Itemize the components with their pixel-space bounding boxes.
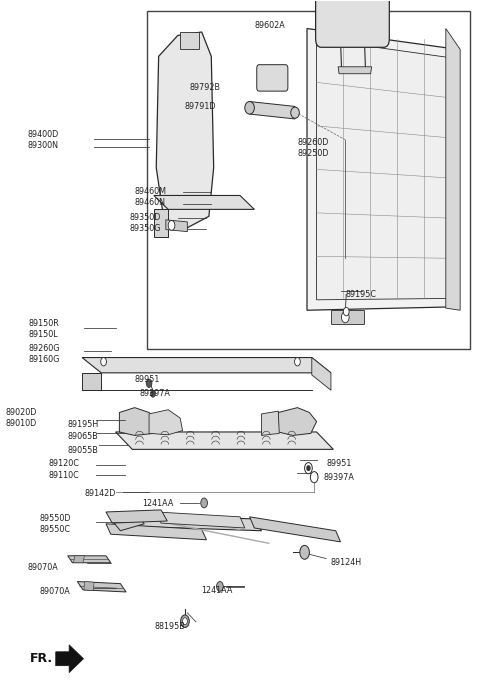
Circle shape bbox=[201, 498, 207, 508]
Text: 89195H: 89195H bbox=[68, 420, 99, 429]
Polygon shape bbox=[68, 556, 111, 562]
Polygon shape bbox=[56, 645, 84, 673]
Polygon shape bbox=[156, 512, 245, 528]
Polygon shape bbox=[446, 29, 460, 310]
Polygon shape bbox=[106, 523, 206, 539]
Circle shape bbox=[305, 463, 312, 474]
Text: 89070A: 89070A bbox=[40, 588, 71, 597]
Text: 89142D: 89142D bbox=[84, 489, 116, 498]
Polygon shape bbox=[77, 581, 126, 592]
Polygon shape bbox=[116, 432, 333, 450]
Text: 89792B: 89792B bbox=[190, 83, 221, 92]
Polygon shape bbox=[250, 517, 340, 542]
Circle shape bbox=[101, 358, 107, 366]
Polygon shape bbox=[278, 408, 317, 436]
Text: 89602A: 89602A bbox=[254, 20, 285, 29]
Polygon shape bbox=[84, 581, 94, 590]
Polygon shape bbox=[111, 512, 144, 530]
Text: 89397A: 89397A bbox=[140, 388, 170, 397]
Polygon shape bbox=[82, 358, 331, 373]
Ellipse shape bbox=[245, 102, 254, 114]
Circle shape bbox=[300, 545, 310, 559]
Circle shape bbox=[343, 307, 349, 316]
Circle shape bbox=[295, 358, 300, 366]
Text: 1241AA: 1241AA bbox=[201, 586, 232, 595]
Text: 89070A: 89070A bbox=[27, 563, 58, 572]
Circle shape bbox=[146, 379, 152, 388]
Text: 89260D
89250D: 89260D 89250D bbox=[298, 138, 329, 158]
Text: 89260G
89160G: 89260G 89160G bbox=[28, 344, 60, 364]
Text: 89397A: 89397A bbox=[324, 473, 355, 482]
Circle shape bbox=[341, 312, 349, 323]
Circle shape bbox=[216, 581, 223, 591]
Circle shape bbox=[168, 220, 175, 230]
Text: 89020D
89010D: 89020D 89010D bbox=[5, 408, 37, 428]
Polygon shape bbox=[154, 195, 254, 209]
Text: 89951: 89951 bbox=[135, 375, 160, 384]
Polygon shape bbox=[149, 410, 182, 435]
Text: 89150R
89150L: 89150R 89150L bbox=[28, 319, 59, 339]
Polygon shape bbox=[106, 510, 167, 523]
Polygon shape bbox=[338, 67, 372, 74]
Text: 89120C
89110C: 89120C 89110C bbox=[48, 459, 79, 480]
Polygon shape bbox=[262, 411, 279, 436]
Text: 89791D: 89791D bbox=[185, 102, 216, 111]
Circle shape bbox=[182, 618, 187, 625]
Text: FR.: FR. bbox=[30, 652, 53, 665]
Circle shape bbox=[311, 472, 318, 483]
Polygon shape bbox=[154, 209, 168, 237]
Polygon shape bbox=[82, 373, 101, 390]
Circle shape bbox=[151, 390, 156, 397]
Polygon shape bbox=[307, 29, 458, 310]
Polygon shape bbox=[111, 514, 262, 530]
Text: 89550D
89550C: 89550D 89550C bbox=[40, 514, 72, 534]
Polygon shape bbox=[317, 39, 451, 300]
Text: 89460M
89460N: 89460M 89460N bbox=[135, 187, 167, 207]
Polygon shape bbox=[180, 32, 199, 49]
Polygon shape bbox=[331, 310, 364, 324]
Polygon shape bbox=[166, 220, 187, 231]
Circle shape bbox=[180, 615, 189, 627]
Polygon shape bbox=[73, 556, 84, 562]
Text: 89124H: 89124H bbox=[331, 558, 362, 567]
FancyBboxPatch shape bbox=[316, 0, 389, 47]
Ellipse shape bbox=[291, 107, 300, 118]
Text: 89065B: 89065B bbox=[68, 432, 98, 441]
Text: 1241AA: 1241AA bbox=[142, 499, 173, 508]
Polygon shape bbox=[312, 358, 331, 390]
Text: 89055B: 89055B bbox=[68, 445, 98, 454]
Polygon shape bbox=[120, 408, 158, 436]
Polygon shape bbox=[156, 32, 214, 230]
Text: 89350D
89350G: 89350D 89350G bbox=[130, 213, 161, 233]
Text: 88195B: 88195B bbox=[155, 622, 186, 631]
Circle shape bbox=[307, 466, 311, 471]
FancyBboxPatch shape bbox=[257, 65, 288, 91]
Text: 89195C: 89195C bbox=[345, 291, 376, 300]
Bar bbox=[147, 11, 470, 348]
Text: 89400D
89300N: 89400D 89300N bbox=[27, 130, 58, 150]
Polygon shape bbox=[250, 102, 295, 119]
Text: 89951: 89951 bbox=[326, 459, 351, 468]
